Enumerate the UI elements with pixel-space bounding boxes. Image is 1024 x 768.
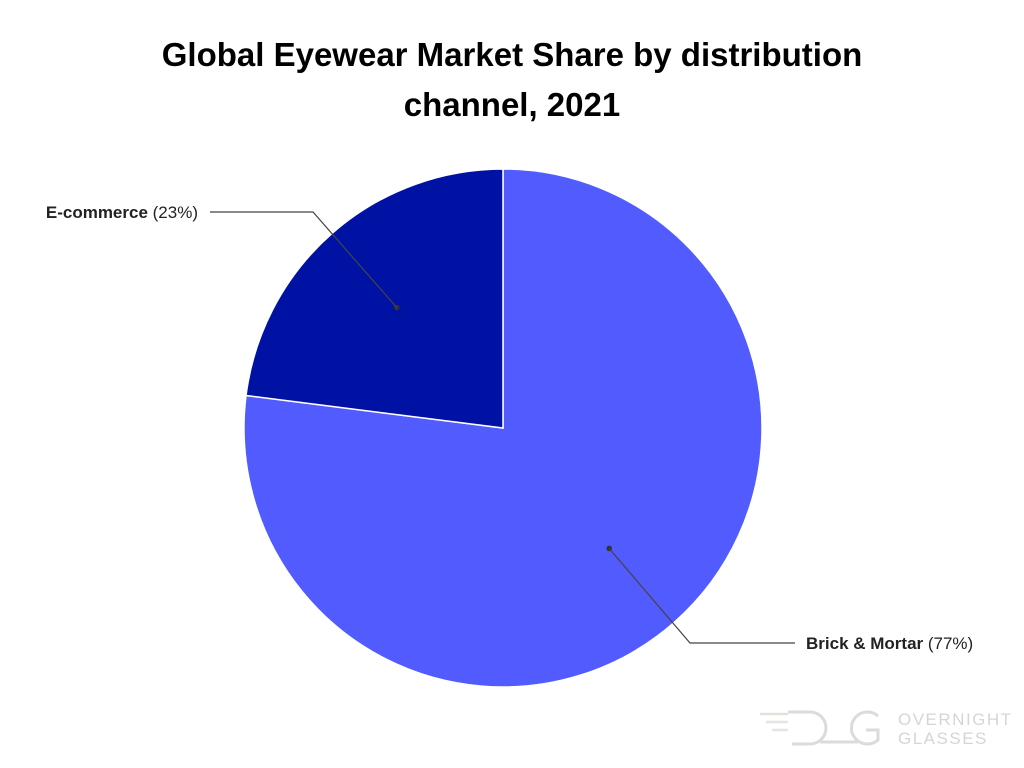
leader-line-e-commerce [210, 211, 398, 308]
label-leader-lines [210, 211, 795, 644]
slice-label-name: Brick & Mortar [806, 634, 924, 653]
pie-slices [243, 168, 763, 688]
watermark-line1: OVERNIGHT [898, 710, 1013, 729]
watermark-logo: OVERNIGHT GLASSES [760, 710, 1013, 748]
slice-label-brick-mortar: Brick & Mortar (77%) [806, 634, 973, 653]
slice-label-percent: (77%) [923, 634, 973, 653]
slice-label-e-commerce: E-commerce (23%) [46, 203, 198, 222]
leader-line-brick-mortar [608, 548, 795, 644]
slice-label-name: E-commerce [46, 203, 148, 222]
overnight-glasses-logo-icon [760, 710, 880, 746]
slice-labels: Brick & Mortar (77%) E-commerce (23%) [46, 203, 973, 653]
pie-slice-e-commerce [245, 168, 504, 429]
chart-title: Global Eyewear Market Share by distribut… [161, 36, 863, 123]
watermark-line2: GLASSES [898, 729, 988, 748]
slice-label-percent: (23%) [148, 203, 198, 222]
